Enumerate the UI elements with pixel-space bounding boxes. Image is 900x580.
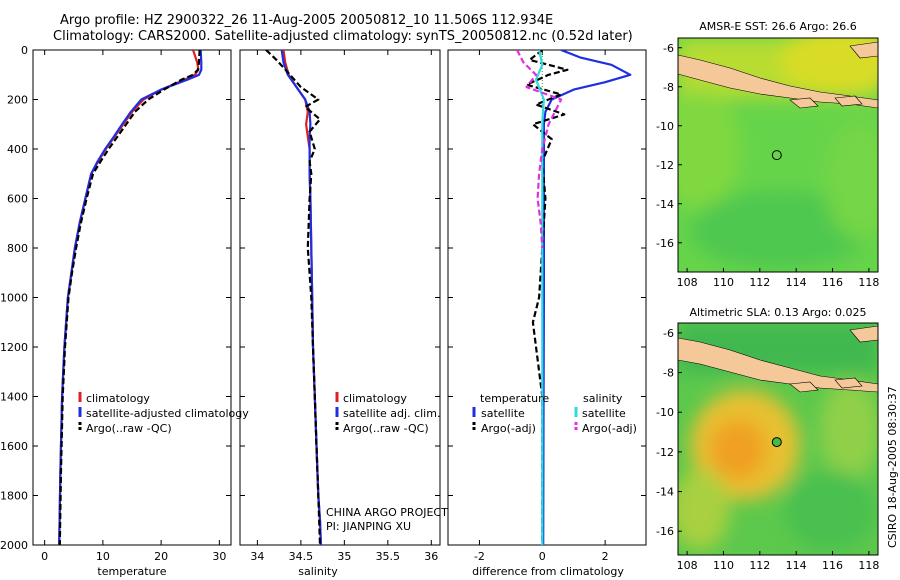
profile-panel-1: 0 10 20 30 0 200 400 600 800 1000 1200 1400 1600 1800…	[0, 44, 249, 578]
x-tick-label: 36	[424, 550, 438, 563]
x-tick-label: 108	[677, 559, 698, 572]
profile-panel-3: -2 0 2 difference from climatology temperatu…	[447, 49, 647, 578]
y-tick-label: 1800	[0, 490, 28, 503]
y-tick-label: 600	[7, 193, 28, 206]
series-group	[58, 50, 203, 545]
x-tick-label: 30	[212, 550, 226, 563]
map-title: AMSR-E SST: 26.6 Argo: 26.6	[699, 20, 857, 33]
map-axes-2: Altimetric SLA: 0.13 Argo: 0.025 108 110 11…	[656, 306, 879, 572]
x-tick-label: 35	[337, 550, 351, 563]
y-tick-label: 1000	[0, 292, 28, 305]
legend: temperature salinity satellite satellite Arg…	[472, 392, 637, 435]
x-tick-label: 2	[602, 550, 609, 563]
legend-label: Argo(..raw -QC)	[343, 422, 429, 435]
y-tick-label: -8	[663, 367, 674, 380]
legend-header: temperature	[480, 392, 549, 405]
x-tick-label: 118	[858, 559, 879, 572]
y-tick-label: -12	[656, 446, 674, 459]
y-tick-label: -14	[656, 198, 674, 211]
x-tick-label: 112	[749, 559, 770, 572]
y-tick-label: -6	[663, 327, 674, 340]
legend-label: Argo(..raw -QC)	[86, 422, 172, 435]
y-tick-label: -12	[656, 159, 674, 172]
y-tick-label: -10	[656, 406, 674, 419]
series-line-2	[280, 50, 322, 545]
y-tick-label: -6	[663, 42, 674, 55]
x-tick-label: 114	[786, 276, 807, 289]
y-tick-label: -8	[663, 81, 674, 94]
x-tick-label: 20	[154, 550, 168, 563]
legend-label: Argo(-adj)	[582, 422, 637, 435]
y-tick-label: 200	[7, 94, 28, 107]
x-axis-label: temperature	[97, 565, 166, 578]
series-line-1	[58, 50, 200, 545]
annotation-text: PI: JIANPING XU	[326, 520, 411, 533]
sst-map	[677, 37, 879, 273]
x-tick-label: 34	[250, 550, 264, 563]
chart-layer: 0 10 20 30020040060080010001200140016001800…	[0, 20, 899, 578]
y-tick-label: 800	[7, 242, 28, 255]
series-line-2	[525, 50, 569, 545]
legend-label: climatology	[86, 392, 150, 405]
y-tick-label: -14	[656, 486, 674, 499]
series-group	[516, 50, 632, 545]
legend-label: satellite-adjusted climatology	[86, 407, 249, 420]
panel-frame	[447, 49, 647, 546]
x-axis-label: difference from climatology	[472, 565, 624, 578]
legend-label: Argo(-adj)	[481, 422, 536, 435]
map-title: Altimetric SLA: 0.13 Argo: 0.025	[689, 306, 866, 319]
panel-frame	[239, 49, 441, 546]
x-tick-label: 34.5	[289, 550, 314, 563]
legend-header: salinity	[583, 392, 623, 405]
x-tick-label: 112	[749, 276, 770, 289]
x-axis-label: salinity	[298, 565, 338, 578]
x-tick-label: 110	[713, 559, 734, 572]
y-tick-label: 0	[21, 44, 28, 57]
y-tick-label: -16	[656, 525, 674, 538]
series-line-3	[265, 50, 322, 545]
legend-label: satellite	[582, 407, 626, 420]
x-tick-label: 114	[786, 559, 807, 572]
map-axes-1: AMSR-E SST: 26.6 Argo: 26.6 108 110 112 114 1…	[656, 20, 879, 289]
x-tick-label: 0	[41, 550, 48, 563]
figure-title-line1: Argo profile: HZ 2900322_26 11-Aug-2005 …	[60, 13, 554, 28]
annotation-text: CHINA ARGO PROJECT	[326, 506, 448, 519]
legend-label: satellite	[481, 407, 525, 420]
series-line-4	[516, 50, 563, 249]
x-tick-label: -2	[474, 550, 485, 563]
y-tick-label: 1200	[0, 341, 28, 354]
legend: climatology satellite adj. clim. Argo(..ra…	[335, 392, 440, 435]
x-tick-label: 118	[858, 276, 879, 289]
y-tick-label: 400	[7, 143, 28, 156]
legend: climatology satellite-adjusted climatolog…	[78, 392, 249, 435]
x-tick-label: 0	[539, 550, 546, 563]
profile-panel-2: 34 34.5 35 35.5 36 salinity climatology satelli…	[239, 49, 448, 578]
series-line-2	[58, 50, 203, 545]
figure-title-line2: Climatology: CARS2000. Satellite-adjuste…	[53, 29, 633, 44]
legend-label: satellite adj. clim.	[343, 407, 440, 420]
x-tick-label: 108	[677, 276, 698, 289]
argo-location-marker	[771, 150, 782, 161]
x-tick-label: 10	[96, 550, 110, 563]
y-tick-label: 2000	[0, 539, 28, 552]
series-line-1	[542, 50, 632, 545]
legend-label: climatology	[343, 392, 407, 405]
y-tick-label: -10	[656, 120, 674, 133]
panel-frame	[32, 49, 232, 546]
y-tick-label: -16	[656, 237, 674, 250]
y-tick-label: 1400	[0, 391, 28, 404]
x-tick-label: 116	[822, 559, 843, 572]
x-tick-label: 116	[822, 276, 843, 289]
argo-location-marker	[771, 437, 782, 448]
x-tick-label: 35.5	[376, 550, 401, 563]
x-tick-label: 110	[713, 276, 734, 289]
series-group	[265, 50, 322, 545]
y-tick-label: 1600	[0, 440, 28, 453]
credit-text: CSIRO 18-Aug-2005 08:30:37	[886, 386, 899, 548]
series-line-3	[58, 50, 201, 545]
